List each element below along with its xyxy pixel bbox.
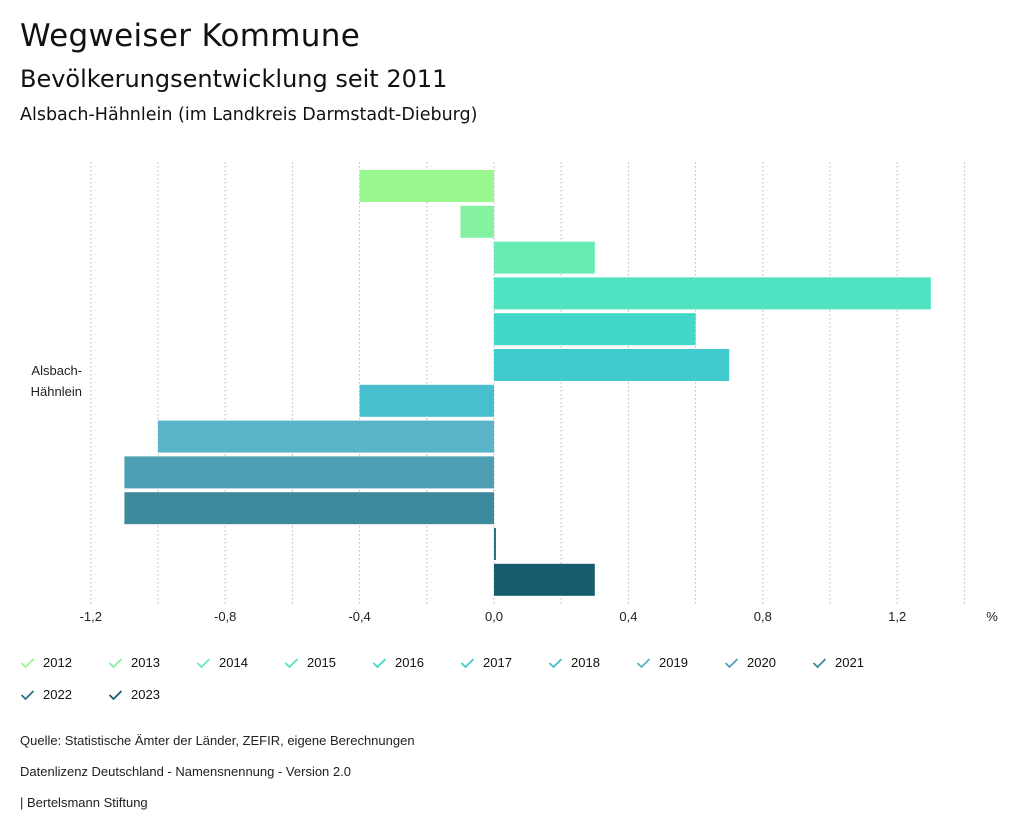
bar-2012 xyxy=(359,170,494,202)
legend-item-2014[interactable]: 2014 xyxy=(196,655,248,670)
legend-label: 2022 xyxy=(43,687,72,702)
publisher-note: | Bertelsmann Stiftung xyxy=(20,795,148,810)
legend-item-2015[interactable]: 2015 xyxy=(284,655,336,670)
checkmark-icon xyxy=(284,657,299,668)
checkmark-icon xyxy=(372,657,387,668)
x-tick-label: -0,4 xyxy=(348,609,370,624)
checkmark-icon xyxy=(108,657,123,668)
x-tick-label: -1,2 xyxy=(80,609,102,624)
legend-item-2012[interactable]: 2012 xyxy=(20,655,72,670)
legend-item-2018[interactable]: 2018 xyxy=(548,655,600,670)
x-tick-label: 0,0 xyxy=(485,609,503,624)
legend-label: 2020 xyxy=(747,655,776,670)
bar-2019 xyxy=(158,420,494,453)
checkmark-icon xyxy=(724,657,739,668)
legend-item-2021[interactable]: 2021 xyxy=(812,655,864,670)
x-axis-unit: % xyxy=(986,609,998,624)
legend-label: 2018 xyxy=(571,655,600,670)
legend-item-2023[interactable]: 2023 xyxy=(108,687,160,702)
x-tick-label: 1,2 xyxy=(888,609,906,624)
legend-item-2013[interactable]: 2013 xyxy=(108,655,160,670)
bar-2015 xyxy=(494,277,931,310)
bar-2017 xyxy=(494,349,730,381)
checkmark-icon xyxy=(20,689,35,700)
bar-2023 xyxy=(494,563,595,596)
x-tick-label: 0,8 xyxy=(754,609,772,624)
legend-label: 2023 xyxy=(131,687,160,702)
source-note: Quelle: Statistische Ämter der Länder, Z… xyxy=(20,733,415,748)
bar-chart: Alsbach- Hähnlein -1,2 -0,8 -0,4 0,0 0,4 0,8 1,2… xyxy=(31,162,998,624)
bar-2022 xyxy=(494,528,496,560)
region-label: Alsbach-Hähnlein (im Landkreis Darmstadt… xyxy=(20,105,478,125)
bar-2016 xyxy=(494,313,696,346)
chart-subtitle: Bevölkerungsentwicklung seit 2011 xyxy=(20,65,448,93)
x-tick-label: -0,8 xyxy=(214,609,236,624)
bar-2021 xyxy=(124,492,495,525)
legend-label: 2019 xyxy=(659,655,688,670)
license-note: Datenlizenz Deutschland - Namensnennung … xyxy=(20,764,351,779)
legend-label: 2016 xyxy=(395,655,424,670)
page-title: Wegweiser Kommune xyxy=(20,18,361,54)
legend-item-2019[interactable]: 2019 xyxy=(636,655,688,670)
legend-label: 2017 xyxy=(483,655,512,670)
checkmark-icon xyxy=(460,657,475,668)
legend-label: 2014 xyxy=(219,655,248,670)
category-label: Hähnlein xyxy=(31,384,82,399)
checkmark-icon xyxy=(636,657,651,668)
checkmark-icon xyxy=(812,657,827,668)
legend-label: 2021 xyxy=(835,655,864,670)
legend-item-2020[interactable]: 2020 xyxy=(724,655,776,670)
checkmark-icon xyxy=(20,657,35,668)
bar-2014 xyxy=(494,241,595,274)
legend-label: 2012 xyxy=(43,655,72,670)
category-label: Alsbach- xyxy=(31,363,82,378)
bar-2018 xyxy=(359,384,494,417)
bar-2020 xyxy=(124,456,495,489)
bar-2013 xyxy=(460,205,494,238)
legend-item-2017[interactable]: 2017 xyxy=(460,655,512,670)
legend-label: 2013 xyxy=(131,655,160,670)
legend-label: 2015 xyxy=(307,655,336,670)
checkmark-icon xyxy=(108,689,123,700)
x-tick-label: 0,4 xyxy=(619,609,637,624)
checkmark-icon xyxy=(196,657,211,668)
legend-item-2016[interactable]: 2016 xyxy=(372,655,424,670)
legend-item-2022[interactable]: 2022 xyxy=(20,687,72,702)
checkmark-icon xyxy=(548,657,563,668)
